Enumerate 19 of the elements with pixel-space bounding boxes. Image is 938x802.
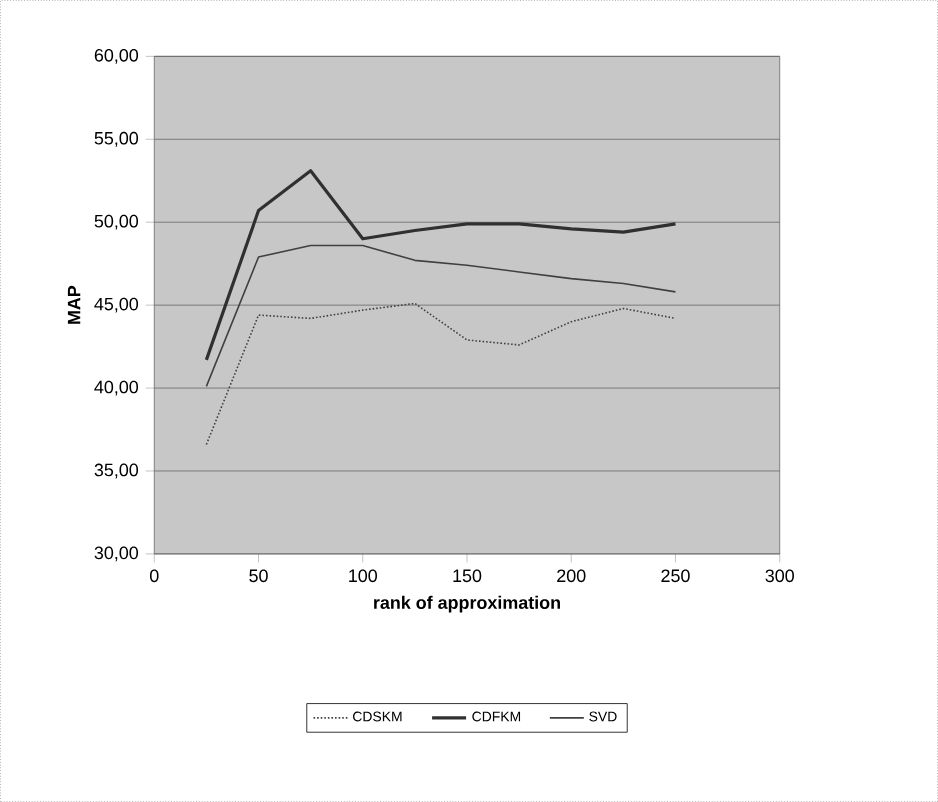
y-tick-label: 50,00 [94, 214, 139, 230]
x-tick-label: 200 [557, 569, 586, 583]
y-axis-title: MAP [67, 285, 81, 324]
y-tick-label: 60,00 [94, 48, 139, 64]
y-tick-label: 40,00 [94, 380, 139, 396]
x-tick-label: 100 [349, 569, 378, 583]
x-tick-label: 300 [765, 569, 794, 583]
x-tick-label: 50 [249, 569, 268, 583]
line-series [205, 302, 677, 446]
x-tick-label: 250 [661, 569, 690, 583]
y-tick-label: 35,00 [94, 463, 139, 479]
y-tick-label: 30,00 [94, 546, 139, 562]
y-tick-label: 45,00 [94, 297, 139, 313]
line-series [204, 169, 678, 362]
y-tick-label: 55,00 [94, 131, 139, 147]
x-tick-label: 150 [453, 569, 482, 583]
x-axis-title: rank of approximation [374, 595, 560, 613]
line-series [205, 244, 677, 388]
x-tick-label: 0 [149, 569, 159, 583]
